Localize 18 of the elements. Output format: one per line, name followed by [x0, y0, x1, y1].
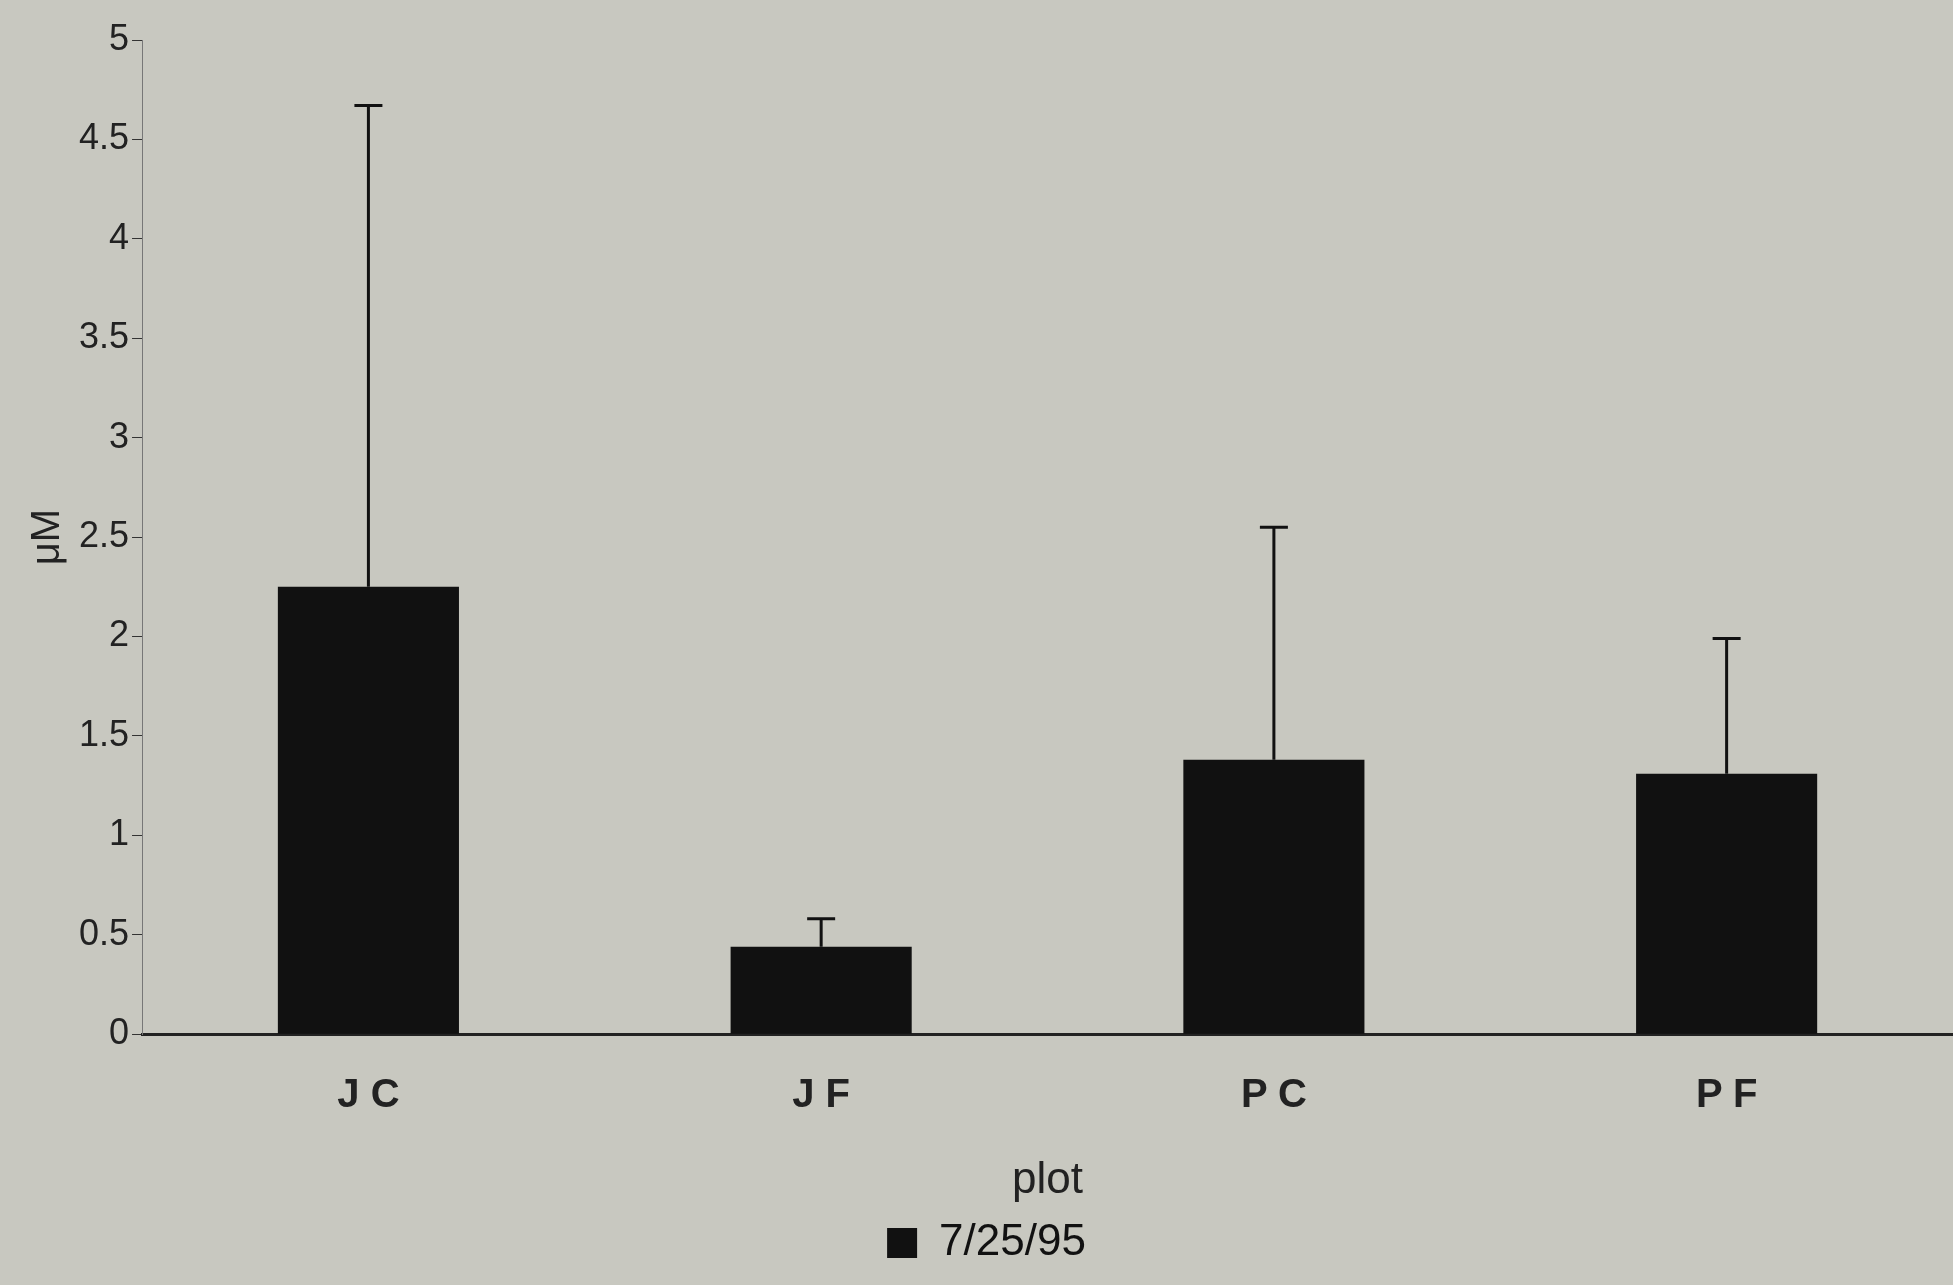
y-tick-label: 4: [109, 215, 130, 257]
y-tick-label: 0: [109, 1011, 130, 1053]
y-tick-label: 2.5: [79, 514, 130, 556]
y-tick-label: 0.5: [79, 911, 130, 953]
y-tick-label: 1: [109, 812, 130, 854]
x-tick-label: J C: [337, 1071, 400, 1116]
x-axis-title: plot: [1012, 1152, 1083, 1202]
x-tick-label: P C: [1240, 1071, 1307, 1116]
x-tick-label: P F: [1695, 1071, 1758, 1116]
y-tick-label: 4.5: [79, 116, 130, 158]
y-tick-label: 3.5: [79, 315, 130, 357]
legend-label: 7/25/95: [939, 1215, 1086, 1265]
y-tick-label: 1.5: [79, 712, 130, 754]
y-tick-label: 5: [109, 16, 130, 58]
x-tick-label: J F: [792, 1071, 851, 1116]
y-tick-label: 2: [109, 613, 130, 655]
y-tick-label: 3: [109, 414, 130, 456]
y-axis-title: μM: [23, 508, 68, 566]
